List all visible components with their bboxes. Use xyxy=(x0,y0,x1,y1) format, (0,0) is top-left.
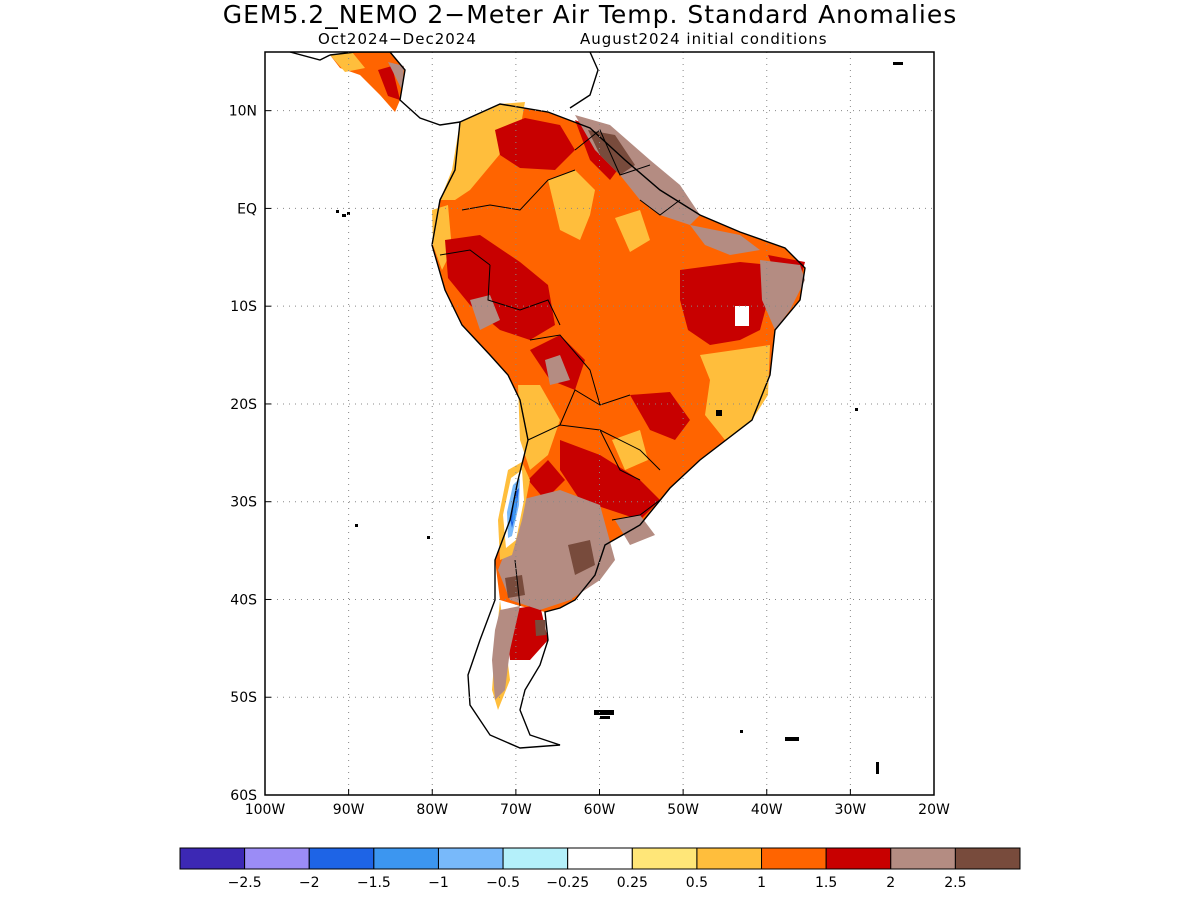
lon-tick-label: 100W xyxy=(245,802,286,818)
islands xyxy=(336,62,903,774)
colorbar-swatch xyxy=(373,847,439,870)
colorbar-label: 2 xyxy=(886,875,895,891)
colorbar-swatch xyxy=(437,847,504,870)
lat-tick-label: 50S xyxy=(230,690,257,706)
lon-tick-label: 40W xyxy=(751,802,783,818)
colorbar-label: −0.25 xyxy=(546,875,589,891)
colorbar-label: −0.5 xyxy=(486,875,520,891)
map-title: GEM5.2_NEMO 2−Meter Air Temp. Standard A… xyxy=(222,0,958,29)
longitude-axis: 100W 90W 80W 70W 60W 50W 40W 30W 20W xyxy=(245,789,950,818)
lat-tick-label: 30S xyxy=(230,495,257,511)
colorbar-labels: −2.5 −2 −1.5 −1 −0.5 −0.25 0.25 0.5 1 1.5 2 2.5 xyxy=(228,875,967,891)
colorbar-swatch xyxy=(502,847,569,870)
colorbar-swatch xyxy=(825,847,892,870)
latitude-axis: 10N EQ 10S 20S 30S 40S 50S 60S xyxy=(229,104,271,804)
lon-tick-label: 70W xyxy=(500,802,532,818)
lat-tick-label: 20S xyxy=(230,397,257,413)
colorbar-swatch xyxy=(567,847,633,870)
anomaly-region-dark-brown xyxy=(505,130,635,636)
initial-conditions: August2024 initial conditions xyxy=(580,30,828,48)
forecast-period: Oct2024−Dec2024 xyxy=(318,30,477,48)
colorbar-swatch xyxy=(954,847,1021,870)
lon-tick-label: 90W xyxy=(333,802,365,818)
lat-tick-label: 10S xyxy=(230,299,257,315)
colorbar-label: −2 xyxy=(299,875,320,891)
coastlines xyxy=(289,52,806,749)
colorbar xyxy=(179,847,1021,870)
colorbar-swatch xyxy=(631,847,698,870)
map-content xyxy=(289,52,903,774)
lat-tick-label: 40S xyxy=(230,592,257,608)
lat-tick-label: EQ xyxy=(237,201,257,217)
colorbar-swatch xyxy=(308,847,375,870)
lon-tick-label: 20W xyxy=(918,802,950,818)
colorbar-label: 2.5 xyxy=(944,875,966,891)
colorbar-swatch xyxy=(244,847,310,870)
colorbar-label: 1 xyxy=(757,875,766,891)
lon-tick-label: 80W xyxy=(416,802,448,818)
colorbar-swatch xyxy=(179,847,246,870)
anomaly-region-andes-cold xyxy=(498,462,530,560)
colorbar-label: −1.5 xyxy=(357,875,391,891)
colorbar-swatch xyxy=(696,847,763,870)
lat-tick-label: 60S xyxy=(230,788,257,804)
colorbar-label: 0.5 xyxy=(686,875,708,891)
colorbar-swatch xyxy=(890,847,956,870)
lon-tick-label: 50W xyxy=(667,802,699,818)
lat-tick-label: 10N xyxy=(229,104,257,120)
lon-tick-label: 30W xyxy=(835,802,867,818)
colorbar-label: −2.5 xyxy=(228,875,262,891)
colorbar-label: −1 xyxy=(428,875,449,891)
lon-tick-label: 60W xyxy=(584,802,616,818)
colorbar-swatch xyxy=(761,847,827,870)
colorbar-label: 1.5 xyxy=(815,875,837,891)
colorbar-label: 0.25 xyxy=(617,875,648,891)
